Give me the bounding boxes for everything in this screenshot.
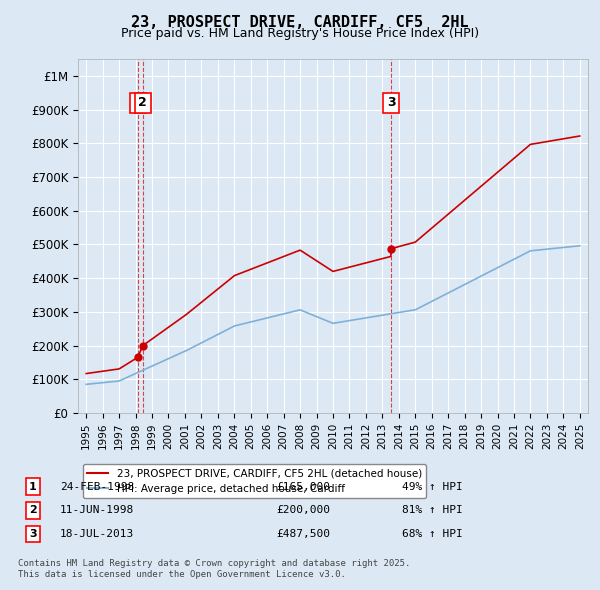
Text: This data is licensed under the Open Government Licence v3.0.: This data is licensed under the Open Gov… xyxy=(18,571,346,579)
Text: 11-JUN-1998: 11-JUN-1998 xyxy=(60,506,134,515)
Text: 49% ↑ HPI: 49% ↑ HPI xyxy=(402,482,463,491)
Text: £487,500: £487,500 xyxy=(276,529,330,539)
Text: 23, PROSPECT DRIVE, CARDIFF, CF5  2HL: 23, PROSPECT DRIVE, CARDIFF, CF5 2HL xyxy=(131,15,469,30)
Text: 3: 3 xyxy=(387,96,395,109)
Text: 18-JUL-2013: 18-JUL-2013 xyxy=(60,529,134,539)
Text: 1: 1 xyxy=(133,96,142,109)
Text: Contains HM Land Registry data © Crown copyright and database right 2025.: Contains HM Land Registry data © Crown c… xyxy=(18,559,410,568)
Text: 2: 2 xyxy=(29,506,37,515)
Text: £200,000: £200,000 xyxy=(276,506,330,515)
Text: 81% ↑ HPI: 81% ↑ HPI xyxy=(402,506,463,515)
Text: 3: 3 xyxy=(29,529,37,539)
Legend: 23, PROSPECT DRIVE, CARDIFF, CF5 2HL (detached house), HPI: Average price, detac: 23, PROSPECT DRIVE, CARDIFF, CF5 2HL (de… xyxy=(83,464,426,498)
Text: 1: 1 xyxy=(29,482,37,491)
Text: 24-FEB-1998: 24-FEB-1998 xyxy=(60,482,134,491)
Text: £165,000: £165,000 xyxy=(276,482,330,491)
Text: 68% ↑ HPI: 68% ↑ HPI xyxy=(402,529,463,539)
Text: Price paid vs. HM Land Registry's House Price Index (HPI): Price paid vs. HM Land Registry's House … xyxy=(121,27,479,40)
Text: 2: 2 xyxy=(139,96,147,109)
